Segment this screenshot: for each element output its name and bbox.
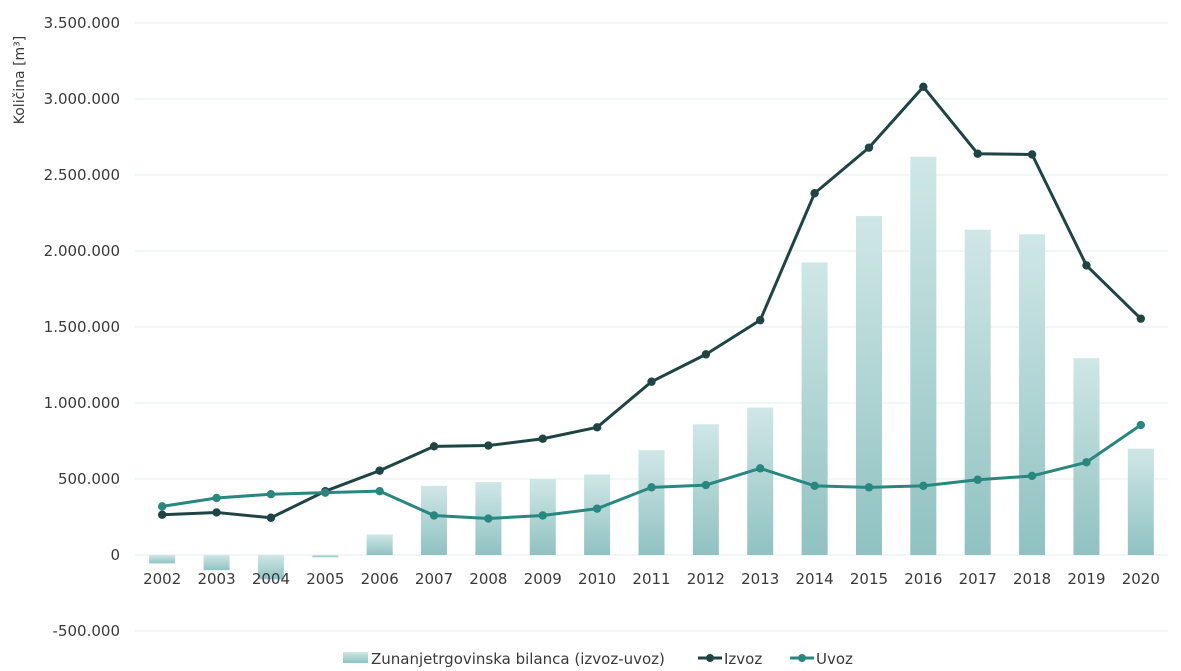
- data-point: [1027, 150, 1037, 159]
- legend-swatch-marker: [706, 654, 714, 662]
- x-tick-label: 2019: [1067, 570, 1105, 588]
- x-tick-label: 2014: [796, 570, 834, 588]
- lines: [157, 82, 1146, 523]
- x-tick-label: 2018: [1013, 570, 1051, 588]
- x-tick-label: 2017: [959, 570, 997, 588]
- data-point: [756, 315, 765, 325]
- bar: [584, 474, 611, 555]
- bar: [801, 262, 828, 555]
- data-point: [592, 423, 602, 432]
- legend: Zunanjetrgovinska bilanca (izvoz-uvoz) Iz…: [343, 650, 853, 668]
- y-tick-label: 2.000.000: [44, 242, 120, 260]
- data-point: [429, 442, 439, 451]
- bar: [855, 216, 882, 556]
- x-tick-label: 2009: [524, 570, 562, 588]
- bar: [421, 485, 448, 555]
- data-point: [484, 441, 493, 450]
- data-point: [756, 464, 765, 473]
- y-tick-label: 1.000.000: [44, 394, 120, 412]
- data-point: [375, 486, 384, 496]
- data-point: [973, 149, 982, 158]
- x-tick-label: 2003: [197, 570, 235, 588]
- x-tick-label: 2007: [415, 570, 453, 588]
- y-tick-label: 2.500.000: [44, 166, 120, 184]
- x-tick-label: 2013: [741, 570, 779, 588]
- x-tick-label: 2020: [1122, 570, 1160, 588]
- data-point: [157, 510, 167, 519]
- data-point: [1082, 458, 1091, 467]
- bar: [203, 555, 230, 571]
- x-tick-label: 2006: [361, 570, 399, 588]
- data-point: [538, 511, 547, 520]
- legend-label: Zunanjetrgovinska bilanca (izvoz-uvoz): [371, 650, 665, 668]
- legend-swatch-bar: [343, 652, 368, 663]
- x-tick-label: 2004: [252, 570, 290, 588]
- data-point: [429, 511, 439, 520]
- data-point: [1082, 261, 1091, 270]
- x-tick-label: 2011: [632, 570, 670, 588]
- legend-label: Izvoz: [724, 650, 762, 668]
- data-point: [647, 377, 656, 386]
- y-tick-label: 500.000: [58, 470, 120, 488]
- legend-swatch-marker: [798, 654, 806, 662]
- y-tick-label: 0: [110, 546, 120, 564]
- data-point: [647, 483, 656, 492]
- bar: [638, 450, 665, 555]
- data-point: [538, 434, 547, 443]
- bar: [257, 555, 284, 580]
- data-point: [266, 490, 276, 499]
- data-point: [973, 475, 982, 484]
- data-point: [701, 480, 711, 490]
- data-point: [919, 82, 928, 92]
- data-point: [212, 508, 221, 517]
- y-axis-ticks: -500.000 0 500.000 1.000.000 1.500.000 2.000.…: [44, 14, 120, 640]
- data-point: [212, 493, 221, 503]
- data-point: [157, 502, 167, 511]
- y-tick-label: 3.000.000: [44, 90, 120, 108]
- x-tick-label: 2015: [850, 570, 888, 588]
- data-point: [701, 350, 711, 359]
- bars: [149, 156, 1154, 580]
- x-tick-label: 2010: [578, 570, 616, 588]
- bar: [910, 156, 937, 555]
- bar: [964, 229, 991, 555]
- bar: [312, 555, 339, 558]
- x-axis-ticks: 2002 2003 2004 2005 2006 2007 2008 2009 2010 2011…: [143, 570, 1160, 588]
- data-point: [919, 481, 928, 491]
- y-tick-label: -500.000: [53, 622, 120, 640]
- x-tick-label: 2008: [469, 570, 507, 588]
- gridlines: [135, 22, 1168, 632]
- data-point: [266, 513, 276, 522]
- bar: [1019, 234, 1046, 555]
- bar: [149, 555, 176, 564]
- y-axis-label: Količina [m³]: [12, 36, 28, 125]
- data-point: [484, 514, 493, 523]
- y-tick-label: 1.500.000: [44, 318, 120, 336]
- data-point: [592, 504, 602, 513]
- data-point: [375, 466, 384, 475]
- bar: [747, 407, 774, 555]
- bar: [366, 534, 393, 555]
- data-point: [1027, 471, 1037, 481]
- legend-label: Uvoz: [816, 650, 853, 668]
- y-tick-label: 3.500.000: [44, 14, 120, 32]
- x-tick-label: 2016: [904, 570, 942, 588]
- x-tick-label: 2005: [306, 570, 344, 588]
- data-point: [864, 143, 874, 152]
- x-tick-label: 2002: [143, 570, 181, 588]
- data-point: [1136, 420, 1146, 430]
- data-point: [1136, 314, 1146, 323]
- data-point: [810, 481, 819, 491]
- bar: [692, 424, 719, 555]
- data-point: [321, 488, 330, 497]
- x-tick-label: 2012: [687, 570, 725, 588]
- data-point: [864, 483, 874, 492]
- bar: [1127, 448, 1154, 555]
- data-point: [810, 189, 819, 198]
